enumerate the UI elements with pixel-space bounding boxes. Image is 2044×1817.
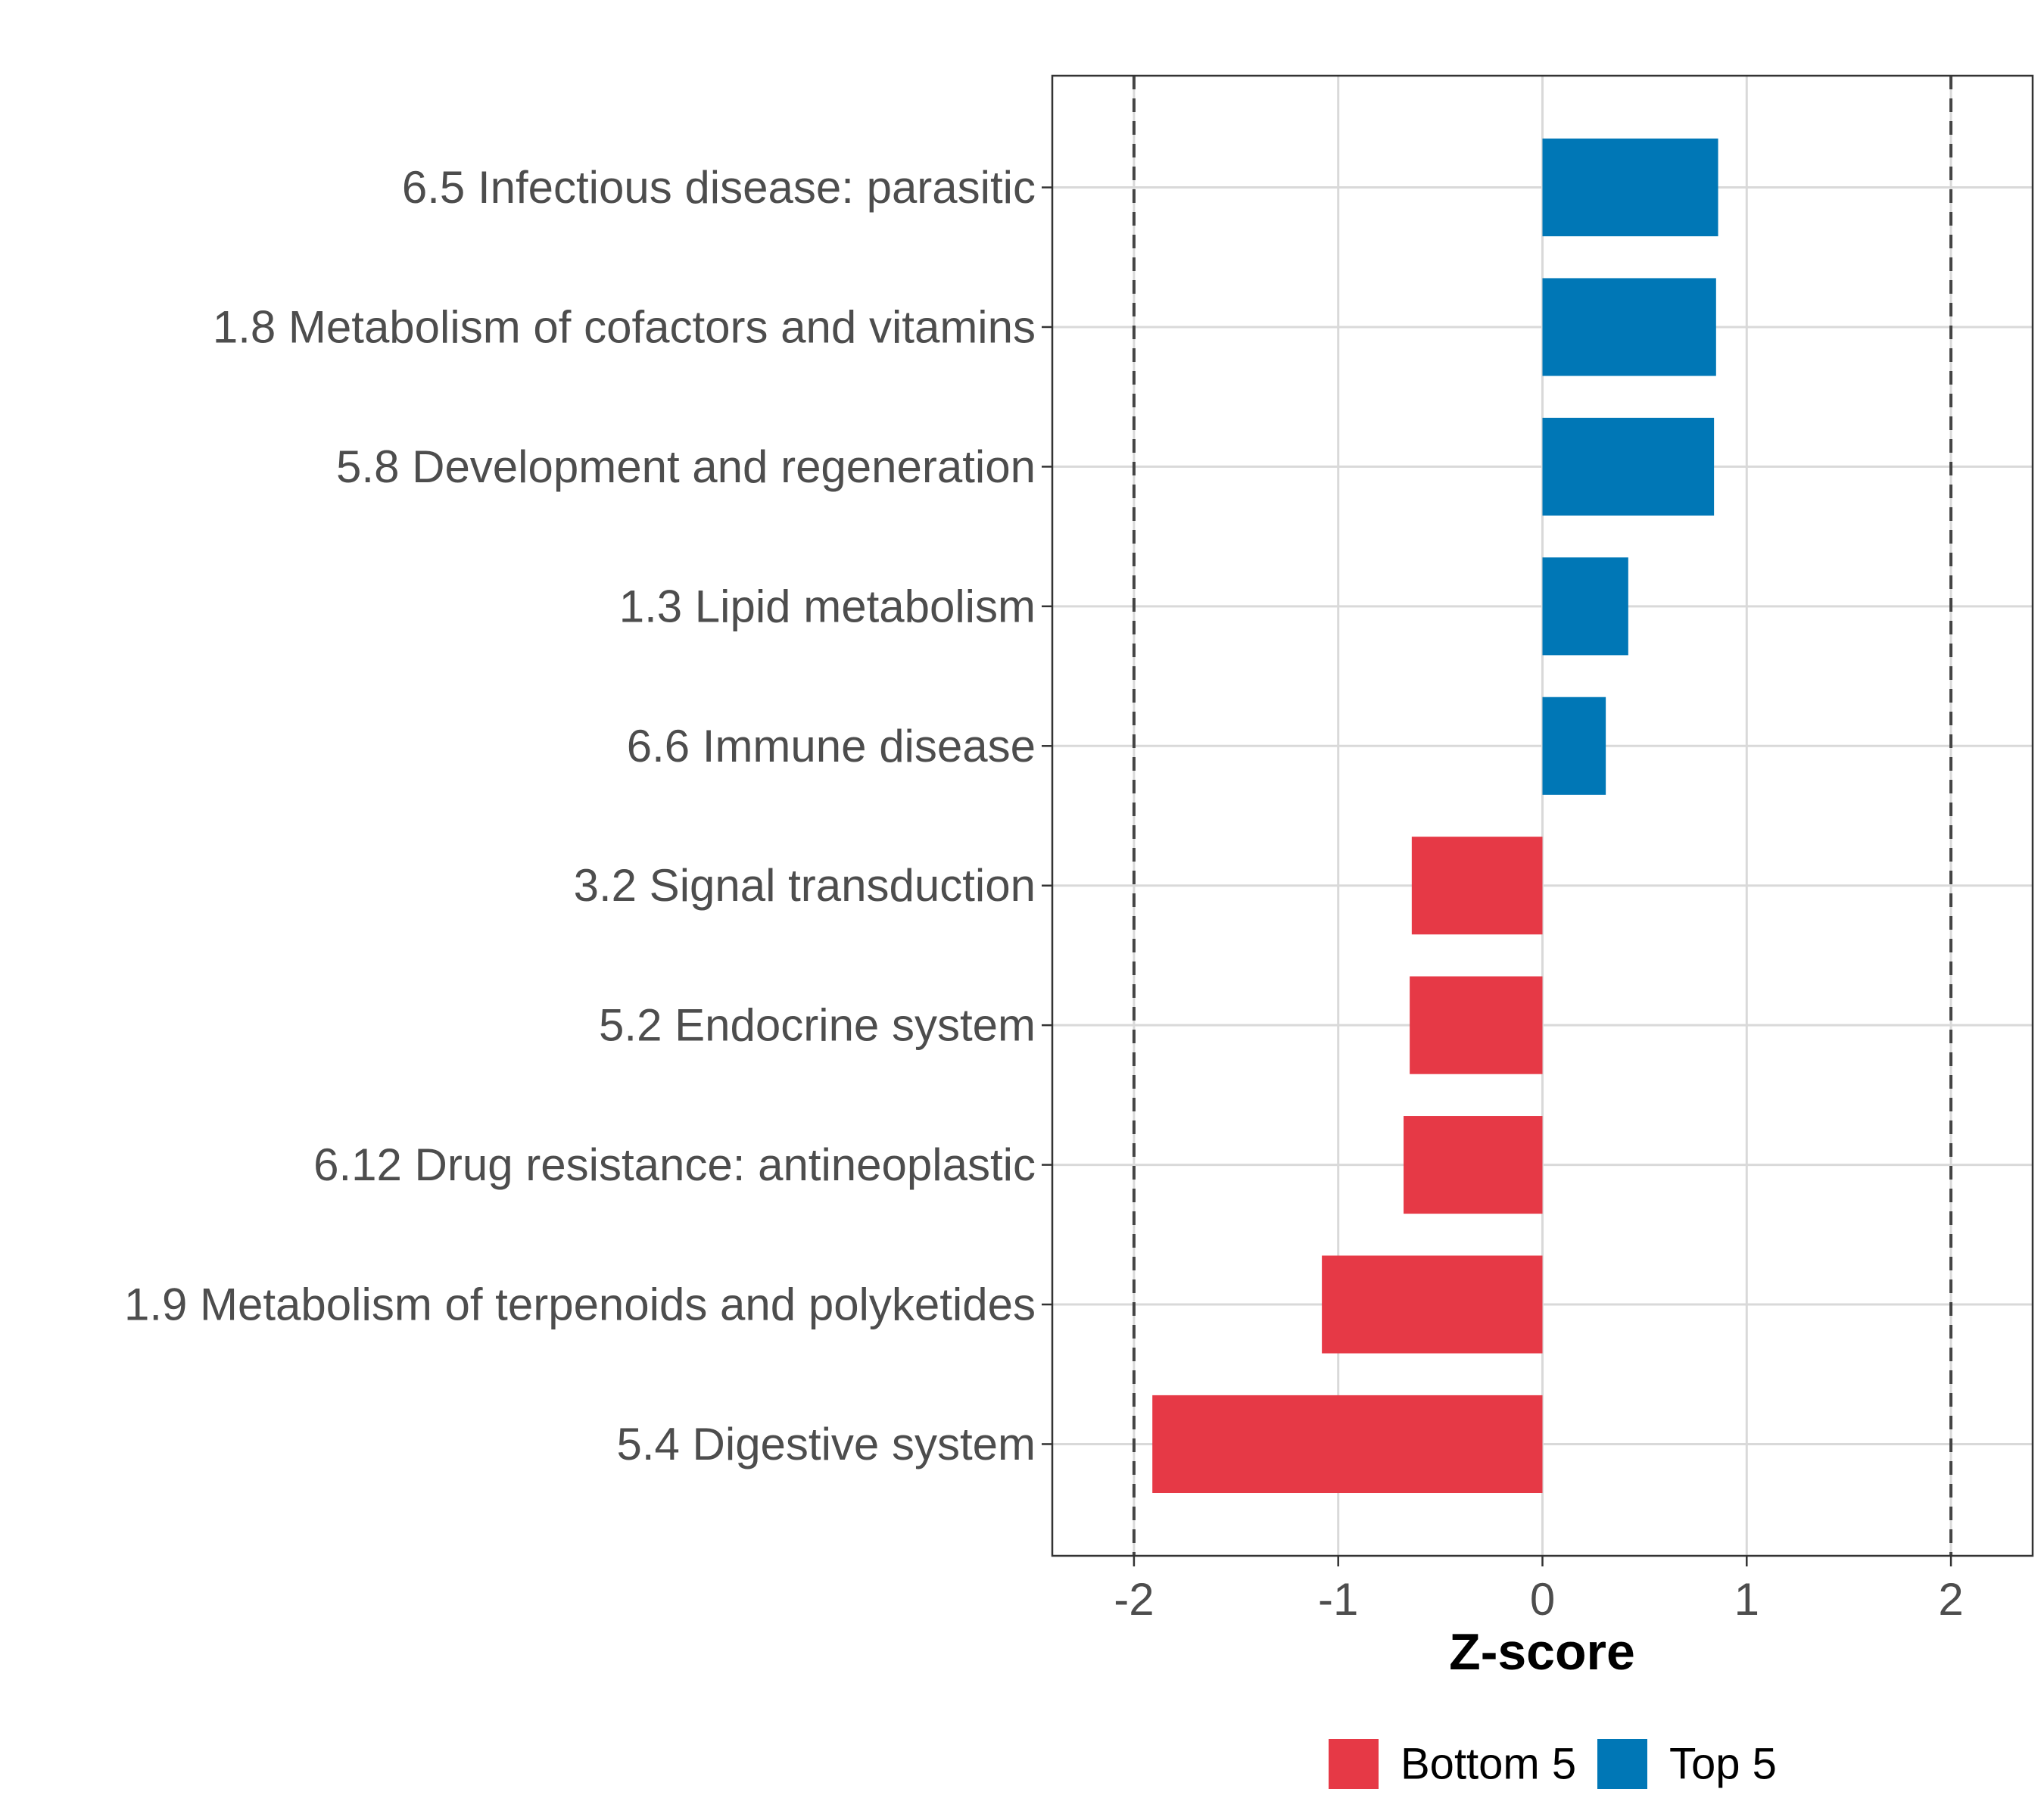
- x-tick-label: 2: [1938, 1574, 1963, 1625]
- x-tick-labels: -2 -1 0 1 2: [1114, 1574, 1964, 1625]
- axis-ticks: [1042, 186, 1952, 1566]
- category-label: 5.8 Development and regeneration: [336, 441, 1036, 492]
- reference-lines: [1132, 76, 1953, 1556]
- bar-bottom: [1152, 1395, 1543, 1494]
- x-tick-label: 0: [1530, 1574, 1555, 1625]
- legend-label: Bottom 5: [1401, 1740, 1576, 1789]
- bar-bottom: [1404, 1116, 1543, 1214]
- category-label: 1.9 Metabolism of terpenoids and polyket…: [124, 1279, 1036, 1330]
- category-label: 6.6 Immune disease: [627, 721, 1036, 771]
- x-tick-label: 1: [1734, 1574, 1759, 1625]
- legend-item: Top 5: [1597, 1739, 1777, 1789]
- category-label: 3.2 Signal transduction: [574, 860, 1036, 911]
- category-label: 5.4 Digestive system: [616, 1419, 1036, 1469]
- bar-bottom: [1322, 1255, 1543, 1354]
- bar-top: [1542, 278, 1716, 376]
- bar-top: [1542, 138, 1718, 237]
- x-tick-label: -1: [1318, 1574, 1358, 1625]
- bar-top: [1542, 697, 1606, 795]
- x-axis-title: Z-score: [1449, 1623, 1635, 1681]
- category-label: 1.3 Lipid metabolism: [619, 581, 1036, 631]
- bar-top: [1542, 557, 1628, 656]
- legend-item: Bottom 5: [1329, 1739, 1576, 1789]
- bar-top: [1542, 417, 1715, 516]
- category-label: 5.2 Endocrine system: [599, 1000, 1036, 1051]
- bar-bottom: [1410, 976, 1543, 1074]
- x-tick-label: -2: [1114, 1574, 1154, 1625]
- bar-bottom: [1411, 837, 1543, 935]
- legend-swatch: [1329, 1739, 1379, 1789]
- bars: [1152, 138, 1718, 1494]
- category-labels: 6.5 Infectious disease: parasitic 1.8 Met…: [124, 162, 1036, 1469]
- legend-label: Top 5: [1669, 1740, 1777, 1789]
- category-label: 6.12 Drug resistance: antineoplastic: [313, 1139, 1036, 1190]
- category-label: 6.5 Infectious disease: parasitic: [402, 162, 1036, 213]
- legend: Bottom 5 Top 5: [1329, 1739, 1777, 1789]
- legend-swatch: [1597, 1739, 1647, 1789]
- category-label: 1.8 Metabolism of cofactors and vitamins: [213, 301, 1036, 352]
